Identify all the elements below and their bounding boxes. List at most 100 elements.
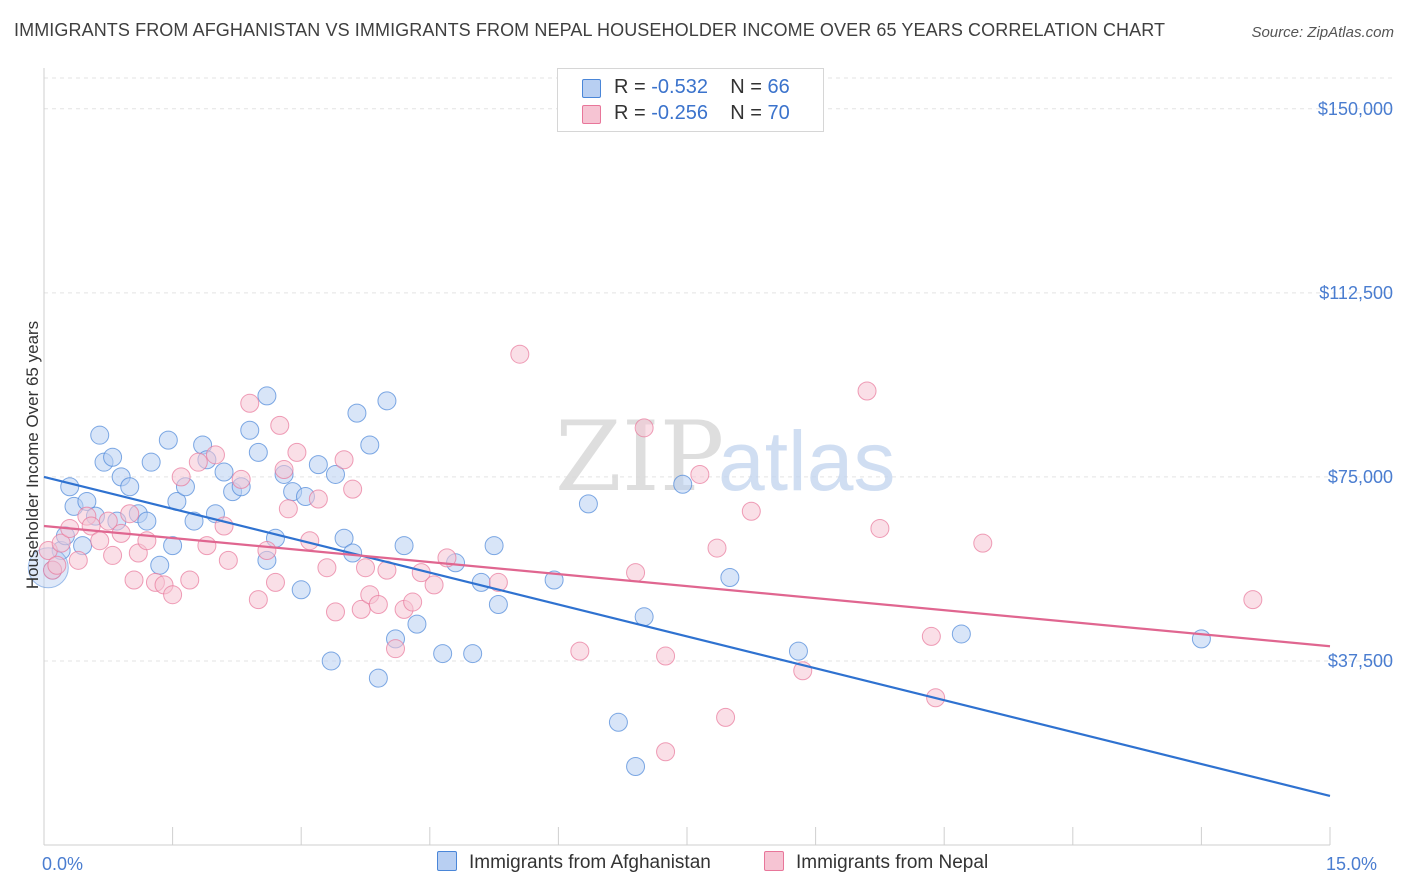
point-nepal-18 [163, 585, 183, 605]
afghanistan-swatch [582, 79, 601, 98]
point-afghanistan-28 [240, 420, 260, 440]
point-nepal-10 [103, 545, 123, 565]
n-label: N = [730, 102, 762, 124]
point-afghanistan-25 [214, 462, 234, 482]
r-label: R = [614, 102, 646, 124]
point-nepal-69 [274, 460, 294, 480]
point-nepal-25 [218, 550, 238, 570]
point-afghanistan-48 [433, 644, 453, 664]
point-afghanistan-52 [484, 536, 504, 556]
series-nepal-points [38, 344, 1263, 762]
legend-swatch-afghanistan [437, 851, 457, 871]
point-nepal-2 [47, 555, 67, 575]
point-nepal-56 [656, 742, 676, 762]
point-nepal-57 [656, 646, 676, 666]
point-nepal-20 [180, 570, 200, 590]
legend-label-afghanistan: Immigrants from Afghanistan [469, 852, 711, 873]
point-nepal-3 [51, 533, 71, 553]
point-afghanistan-55 [578, 494, 598, 514]
point-afghanistan-41 [347, 403, 367, 423]
watermark-zip: ZIP [555, 401, 724, 513]
trend-lines [43, 475, 1331, 797]
point-afghanistan-36 [308, 455, 328, 475]
point-afghanistan-17 [150, 555, 170, 575]
point-afghanistan-50 [463, 644, 483, 664]
point-nepal-31 [270, 415, 290, 435]
point-nepal-53 [570, 641, 590, 661]
point-afghanistan-21 [184, 511, 204, 531]
point-afghanistan-30 [257, 386, 277, 406]
point-nepal-65 [921, 626, 941, 646]
point-afghanistan-42 [360, 435, 380, 455]
nepal-swatch [582, 105, 601, 124]
n-value-afghanistan: 66 [767, 76, 790, 98]
point-afghanistan-37 [321, 651, 341, 671]
point-afghanistan-3 [60, 477, 80, 497]
point-afghanistan-34 [291, 580, 311, 600]
point-afghanistan-29 [248, 442, 268, 462]
point-nepal-33 [287, 442, 307, 462]
gridlines [44, 77, 1395, 662]
point-afghanistan-13 [120, 477, 140, 497]
legend-item-afghanistan: Immigrants from Afghanistan [437, 851, 711, 874]
point-nepal-19 [171, 467, 191, 487]
point-nepal-8 [90, 531, 110, 551]
point-nepal-27 [240, 393, 260, 413]
point-nepal-47 [403, 592, 423, 612]
point-nepal-29 [257, 541, 277, 561]
x-tick-min: 0.0% [42, 854, 83, 874]
x-tick-max: 15.0% [1326, 854, 1377, 874]
point-nepal-45 [386, 639, 406, 659]
legend-label-nepal: Immigrants from Nepal [796, 852, 989, 873]
chart-title: IMMIGRANTS FROM AFGHANISTAN VS IMMIGRANT… [14, 20, 1166, 40]
point-nepal-38 [334, 450, 354, 470]
point-nepal-49 [424, 575, 444, 595]
point-afghanistan-64 [163, 536, 183, 556]
trend-line-nepal [43, 524, 1331, 648]
point-afghanistan-18 [158, 430, 178, 450]
point-nepal-67 [973, 533, 993, 553]
y-tick-label-1: $75,000 [1328, 467, 1393, 487]
legend-swatch-nepal [764, 851, 784, 871]
point-afghanistan-16 [141, 452, 161, 472]
point-nepal-68 [1243, 590, 1263, 610]
n-label: N = [730, 76, 762, 98]
point-nepal-9 [98, 511, 118, 531]
point-afghanistan-10 [103, 447, 123, 467]
point-afghanistan-56 [608, 712, 628, 732]
point-afghanistan-43 [368, 668, 388, 688]
point-nepal-30 [265, 572, 285, 592]
point-nepal-61 [741, 501, 761, 521]
point-nepal-26 [231, 469, 251, 489]
point-nepal-13 [124, 570, 144, 590]
point-afghanistan-44 [377, 391, 397, 411]
point-nepal-51 [488, 572, 508, 592]
point-nepal-54 [626, 563, 646, 583]
point-nepal-21 [188, 452, 208, 472]
r-value-nepal: -0.256 [651, 102, 708, 124]
legend-item-nepal: Immigrants from Nepal [764, 851, 988, 874]
point-afghanistan-46 [394, 536, 414, 556]
point-afghanistan-61 [788, 641, 808, 661]
point-nepal-39 [343, 479, 363, 499]
point-nepal-40 [351, 599, 371, 619]
r-value-afghanistan: -0.532 [651, 76, 708, 98]
axes [43, 68, 1331, 846]
point-afghanistan-58 [634, 607, 654, 627]
y-tick-label-3: $150,000 [1318, 99, 1393, 119]
point-nepal-5 [68, 550, 88, 570]
point-nepal-23 [205, 445, 225, 465]
watermark-atlas: atlas [718, 414, 895, 508]
n-value-nepal: 70 [767, 102, 790, 124]
point-afghanistan-53 [488, 595, 508, 615]
point-nepal-55 [634, 418, 654, 438]
point-afghanistan-47 [407, 614, 427, 634]
point-nepal-59 [707, 538, 727, 558]
point-nepal-22 [197, 536, 217, 556]
r-label: R = [614, 76, 646, 98]
point-afghanistan-38 [325, 464, 345, 484]
source-label: Source: ZipAtlas.com [1251, 24, 1394, 41]
point-nepal-64 [870, 518, 890, 538]
y-tick-label-2: $112,500 [1319, 283, 1393, 303]
point-nepal-60 [716, 707, 736, 727]
